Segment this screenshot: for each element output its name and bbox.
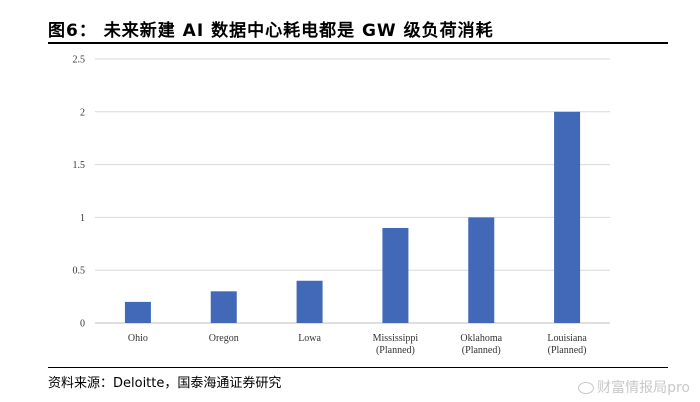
weibo-logo-icon: [578, 382, 595, 394]
x-tick-label: Oklahoma (Planned): [460, 333, 502, 356]
x-tick-label: Louisiana (Planned): [547, 333, 587, 356]
y-tick-label: 2: [80, 107, 85, 118]
watermark-text: 财富情报局pro: [597, 380, 690, 396]
bar: [296, 280, 323, 323]
x-tick-label: Lowa: [298, 333, 321, 344]
bar: [554, 111, 581, 323]
x-axis-ticks: Ohio Oregon Lowa Mississippi (Planned) Oklaho…: [128, 333, 587, 356]
bar: [468, 217, 495, 323]
y-tick-label: 1: [80, 213, 85, 224]
y-tick-label: 1.5: [73, 160, 86, 171]
bar: [124, 301, 151, 323]
y-axis-ticks: 0 0.5 1 1.5 2 2.5: [73, 55, 86, 330]
x-tick-label: Oregon: [209, 333, 239, 344]
gridlines: [95, 58, 610, 324]
x-tick-label: Mississippi (Planned): [373, 333, 419, 356]
y-tick-label: 0.5: [73, 266, 86, 277]
bar: [210, 291, 237, 323]
x-tick-label: Ohio: [128, 333, 148, 344]
title-rule: [48, 42, 668, 44]
bars: [124, 111, 581, 323]
source-note: 资料来源：Deloitte，国泰海通证券研究: [48, 376, 282, 391]
y-tick-label: 2.5: [73, 55, 86, 66]
watermark: 财富情报局pro: [578, 377, 690, 397]
figure-title: 图6： 未来新建 AI 数据中心耗电都是 GW 级负荷消耗: [48, 21, 494, 41]
y-tick-label: 0: [80, 319, 85, 330]
bar: [382, 227, 409, 323]
source-rule: [48, 367, 668, 368]
